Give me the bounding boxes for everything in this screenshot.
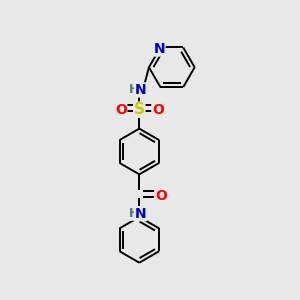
Text: S: S — [134, 102, 145, 117]
Text: H: H — [129, 207, 139, 220]
Text: O: O — [115, 103, 127, 117]
Text: H: H — [129, 83, 139, 97]
Text: O: O — [155, 189, 167, 202]
Text: N: N — [135, 207, 146, 220]
Text: N: N — [135, 83, 146, 97]
Text: N: N — [153, 42, 165, 56]
Text: O: O — [152, 103, 164, 117]
